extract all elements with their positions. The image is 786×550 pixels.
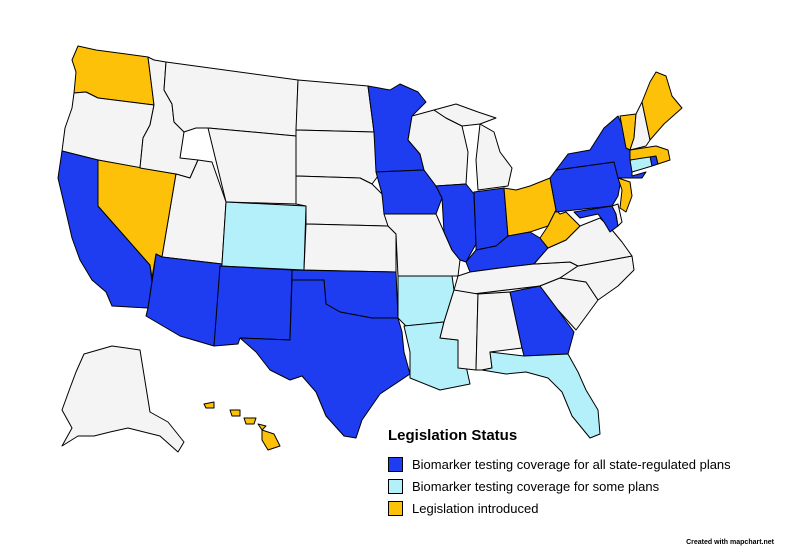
legend-label-full: Biomarker testing coverage for all state… [412, 456, 731, 472]
state-de [611, 203, 623, 227]
state-hi-4 [257, 423, 267, 431]
legend-swatch-full [388, 456, 403, 472]
state-co [219, 201, 307, 271]
state-hi-2 [229, 409, 241, 417]
state-me [641, 71, 683, 141]
legend: Legislation Status Biomarker testing cov… [388, 427, 778, 519]
legend-title: Legislation Status [388, 427, 518, 444]
legend-label-introduced: Legislation introduced [412, 500, 539, 516]
legend-item-full: Biomarker testing coverage for all state… [388, 453, 778, 475]
legend-swatch-some [388, 478, 403, 494]
state-az [145, 253, 223, 347]
state-mi-upper [433, 103, 497, 127]
state-nd [295, 79, 375, 133]
state-ne [295, 175, 389, 227]
state-tx [239, 279, 411, 439]
state-mt [163, 61, 299, 137]
state-hi-5 [261, 429, 281, 451]
state-nm [213, 265, 293, 347]
state-mi-lower [475, 123, 513, 191]
state-ma [629, 145, 671, 165]
legend-item-introduced: Legislation introduced [388, 497, 778, 519]
mapchart-credit: Created with mapchart.net [686, 539, 774, 546]
state-fl [481, 351, 601, 439]
state-hi-1 [203, 401, 215, 409]
legend-swatch-introduced [388, 500, 403, 516]
state-mo [383, 213, 461, 277]
state-hi-3 [243, 417, 257, 425]
state-nj [617, 177, 633, 213]
state-wv [539, 209, 581, 249]
legend-label-some: Biomarker testing coverage for some plan… [412, 478, 660, 494]
state-il [435, 183, 477, 263]
state-ks [303, 223, 397, 273]
state-ak [61, 345, 185, 453]
legend-item-some: Biomarker testing coverage for some plan… [388, 475, 778, 497]
